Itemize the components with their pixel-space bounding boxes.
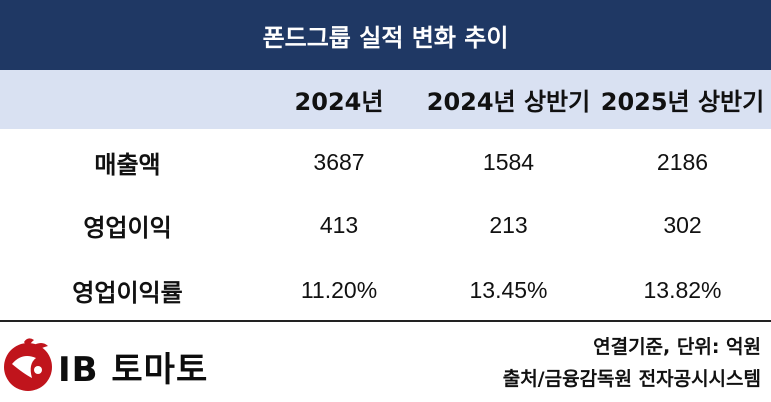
row-label-operating-margin: 영업이익률 xyxy=(72,278,183,307)
unit-note: 연결기준, 단위: 억원 xyxy=(593,336,761,358)
table-cell: 213 xyxy=(489,211,528,238)
header-2024: 2024년 xyxy=(294,88,384,116)
source-note: 출처/금융감독원 전자공시시스템 xyxy=(502,368,761,390)
header-2025-h1: 2025년 상반기 xyxy=(600,88,765,116)
row-label-revenue: 매출액 xyxy=(94,150,161,179)
table-row: 영업이익 413 213 302 xyxy=(0,192,771,258)
ib-tomato-logo: IB 토마토 xyxy=(2,334,242,398)
table-row: 영업이익률 11.20% 13.45% 13.82% xyxy=(0,257,771,323)
table-cell: 13.45% xyxy=(469,276,548,303)
table-title: 폰드그룹 실적 변화 추이 xyxy=(0,0,771,70)
header-empty-cell xyxy=(0,70,255,129)
table-cell: 3687 xyxy=(313,148,365,175)
row-label-operating-profit: 영업이익 xyxy=(83,213,172,242)
footer-divider xyxy=(0,320,771,322)
tomato-mark-icon xyxy=(4,338,52,391)
header-2024-h1: 2024년 상반기 xyxy=(426,88,591,116)
table-cell: 302 xyxy=(663,211,702,238)
logo-text: IB 토마토 xyxy=(58,350,209,390)
table-header-row: 2024년 2024년 상반기 2025년 상반기 xyxy=(0,70,771,129)
table-cell: 2186 xyxy=(656,148,709,175)
table-cell: 13.82% xyxy=(643,276,722,303)
table-cell: 413 xyxy=(319,211,359,238)
table-cell: 11.20% xyxy=(300,276,378,303)
table-cell: 1584 xyxy=(482,148,535,175)
table-row: 매출액 3687 1584 2186 xyxy=(0,129,771,195)
